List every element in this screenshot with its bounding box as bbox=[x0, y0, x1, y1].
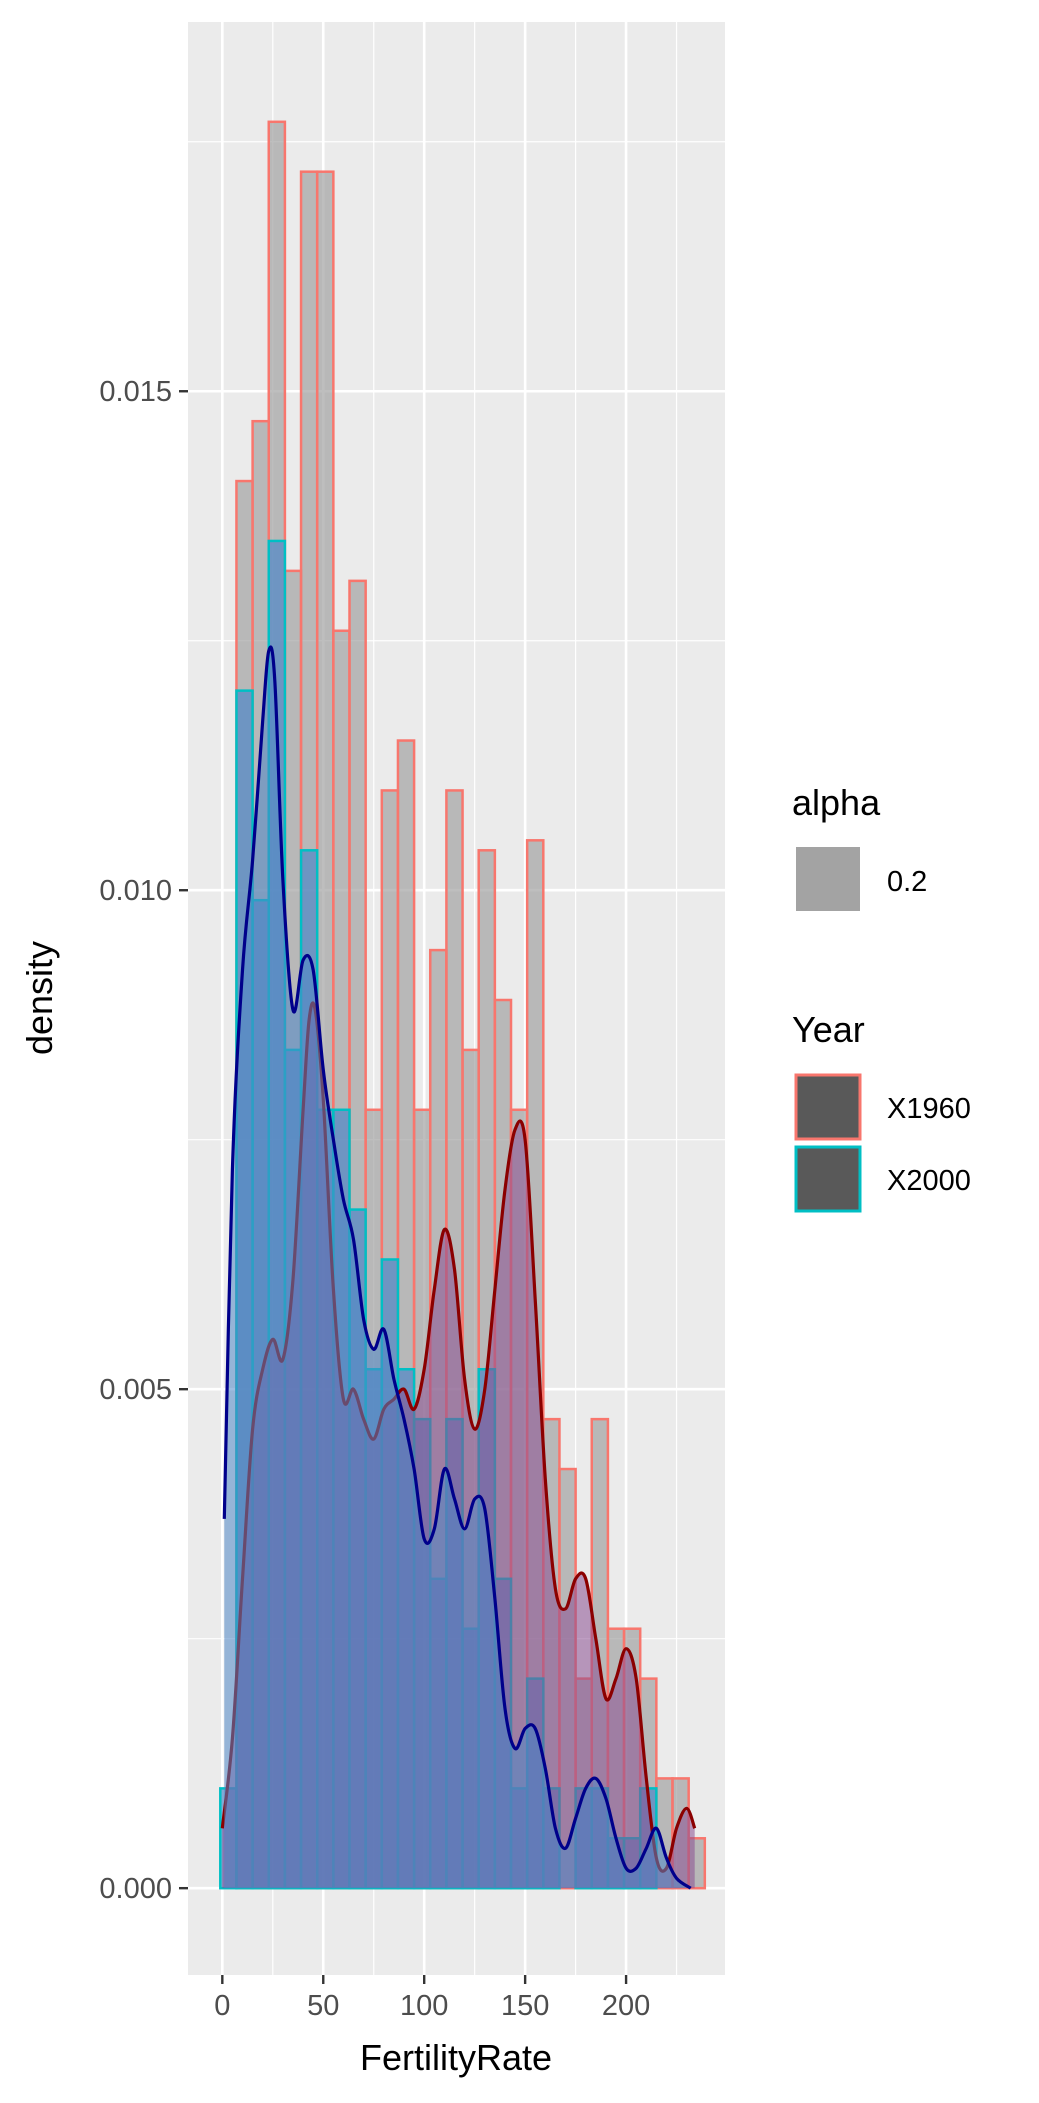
y-tick-label: 0.010 bbox=[99, 875, 172, 907]
legend-alpha-label: 0.2 bbox=[887, 866, 927, 898]
legend-year-title: Year bbox=[792, 1009, 865, 1050]
x-tick-label: 100 bbox=[400, 1990, 448, 2022]
x-tick-label: 50 bbox=[307, 1990, 339, 2022]
legend-year-x1960-label: X1960 bbox=[887, 1093, 971, 1125]
x-tick-label: 150 bbox=[501, 1990, 549, 2022]
y-tick-label: 0.000 bbox=[99, 1873, 172, 1905]
density-x2000-area bbox=[224, 647, 691, 1889]
y-tick-label: 0.015 bbox=[99, 376, 172, 408]
y-axis-title: density bbox=[19, 941, 60, 1055]
x-tick-label: 200 bbox=[602, 1990, 650, 2022]
legend-year-x2000-label: X2000 bbox=[887, 1165, 971, 1197]
y-tick-label: 0.005 bbox=[99, 1374, 172, 1406]
legend-alpha-swatch bbox=[794, 845, 862, 913]
legend-year-x1960-swatch bbox=[794, 1073, 862, 1141]
density-x2000-line bbox=[222, 645, 692, 1890]
x-tick-label: 0 bbox=[214, 1990, 230, 2022]
legend-year-x2000-swatch bbox=[794, 1145, 862, 1213]
density-x2000 bbox=[222, 645, 692, 1890]
legend-alpha-title: alpha bbox=[792, 782, 881, 823]
legend: alpha 0.2 Year X1960 X2000 bbox=[792, 782, 971, 1213]
x-axis-title: FertilityRate bbox=[360, 2037, 552, 2078]
axes: 0 50 100 150 200 0.000 0.005 0.010 0.015 bbox=[99, 376, 650, 2022]
